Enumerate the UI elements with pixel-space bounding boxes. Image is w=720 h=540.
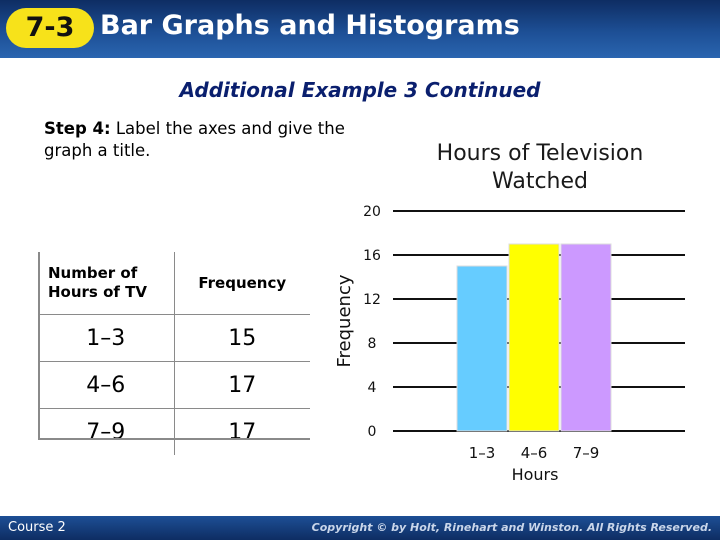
y-axis-label: Frequency xyxy=(334,274,355,367)
y-tick-label: 20 xyxy=(363,204,381,220)
y-tick-label: 12 xyxy=(363,292,381,308)
y-tick-label: 8 xyxy=(368,336,377,352)
table-cell-frequency: 15 xyxy=(174,314,310,362)
histogram-bar xyxy=(456,265,508,432)
lesson-number-badge: 7-3 xyxy=(6,8,94,48)
step-label: Step 4: xyxy=(44,119,111,138)
lesson-title: Bar Graphs and Histograms xyxy=(100,10,520,41)
histogram-bar xyxy=(560,243,612,432)
table-cell-hours: 4–6 xyxy=(38,361,175,409)
footer-copyright: Copyright © by Holt, Rinehart and Winsto… xyxy=(311,521,712,534)
footer-bar: Course 2 Copyright © by Holt, Rinehart a… xyxy=(0,516,720,540)
x-category-label: 4–6 xyxy=(521,444,548,462)
histogram-chart: 0 4 8 12 16 20 Frequency 1–3 4–6 7–9 Hours xyxy=(334,204,685,484)
header-bar: 7-3 Bar Graphs and Histograms xyxy=(0,0,720,58)
x-category-label: 7–9 xyxy=(573,444,600,462)
y-tick-label: 4 xyxy=(368,380,377,396)
table-cell-frequency: 17 xyxy=(174,361,310,409)
histogram-bar xyxy=(508,243,560,432)
table-row: 1–3 15 xyxy=(38,314,310,362)
y-tick-label: 0 xyxy=(368,424,377,440)
step-instruction: Step 4: Label the axes and give the grap… xyxy=(44,118,384,162)
chart-title: Hours of Television Watched xyxy=(436,141,644,194)
table-cell-frequency: 17 xyxy=(228,419,257,445)
step-text: Label the axes and give the graph a titl… xyxy=(44,119,345,160)
table-header-row: Number of Hours of TV Frequency xyxy=(38,252,310,315)
y-tick-label: 16 xyxy=(363,248,381,264)
x-category-label: 1–3 xyxy=(469,444,496,462)
table-row: 4–6 17 xyxy=(38,361,310,409)
slide-subtitle: Additional Example 3 Continued xyxy=(179,78,541,102)
table-cell-hours: 7–9 xyxy=(38,408,175,455)
table-row: 7–9 17 xyxy=(38,408,310,455)
table-header-frequency: Frequency xyxy=(174,252,310,315)
footer-course: Course 2 xyxy=(8,520,66,535)
frequency-table: Number of Hours of TV Frequency 1–3 15 4… xyxy=(38,252,310,455)
x-axis-label: Hours xyxy=(512,465,559,484)
table-cell-hours: 1–3 xyxy=(38,314,175,362)
table-header-hours: Number of Hours of TV xyxy=(38,252,175,315)
